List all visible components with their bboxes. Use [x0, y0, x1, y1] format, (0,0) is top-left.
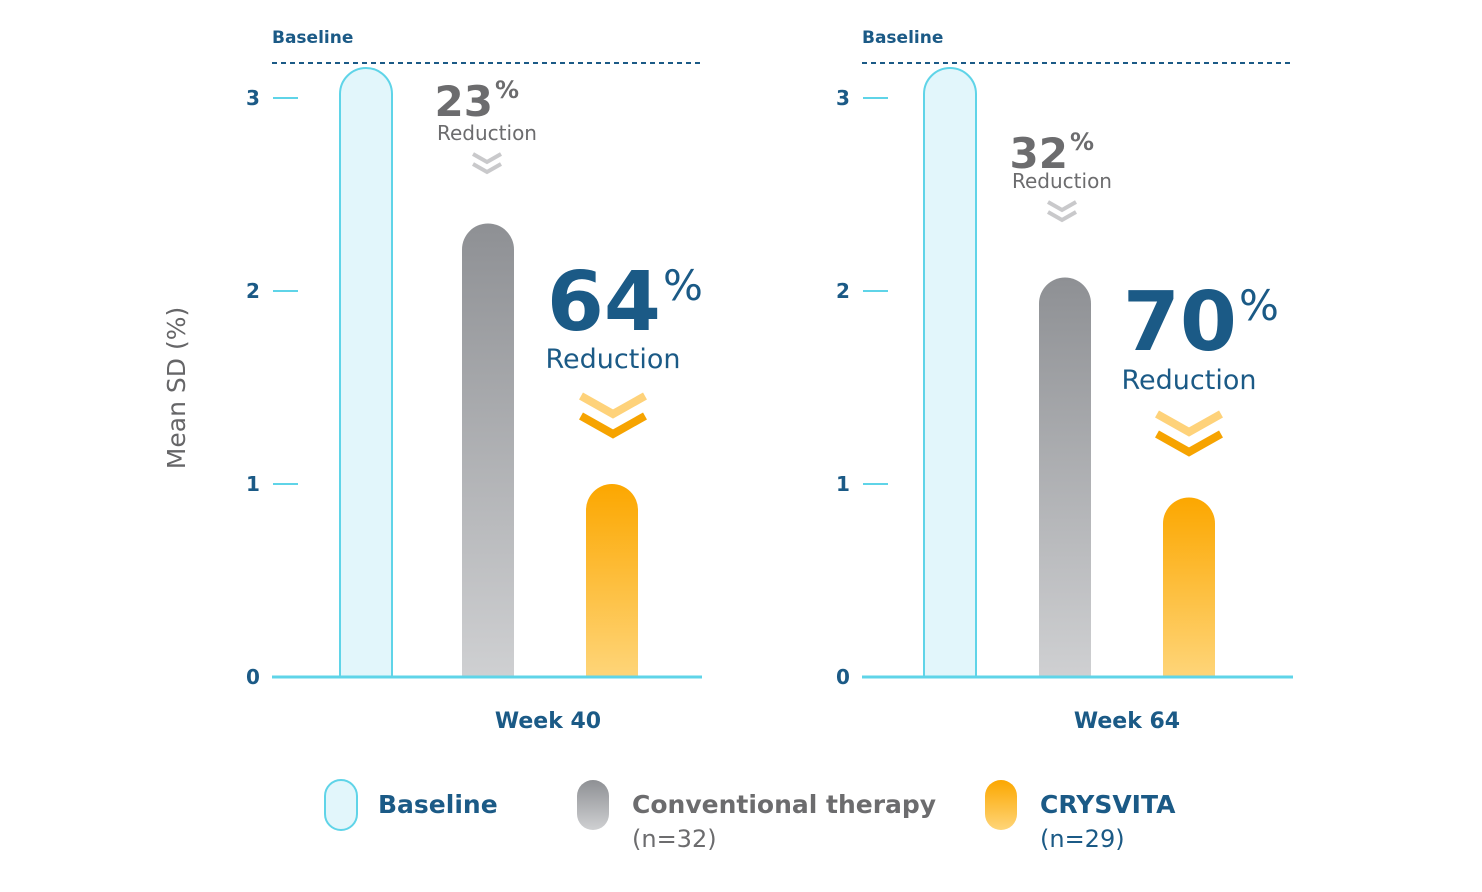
conventional-reduction-number: 32 — [1010, 129, 1068, 178]
legend-label: Baseline — [378, 790, 498, 819]
conventional-therapy-bar — [1039, 277, 1091, 677]
crysvita-reduction-label: Reduction — [546, 344, 681, 375]
chevron-down-icon — [1155, 410, 1223, 437]
conventional-reduction-label: Reduction — [1012, 169, 1112, 193]
chevron-down-icon — [472, 162, 502, 175]
chevron-down-icon — [579, 392, 647, 419]
legend-label: Conventional therapy — [632, 790, 936, 819]
conventional-reduction-label: Reduction — [437, 121, 537, 145]
crysvita-reduction-number: 70 — [1123, 275, 1237, 370]
legend-sublabel: (n=29) — [1040, 825, 1125, 853]
panel-title: Week 64 — [1074, 709, 1180, 734]
crysvita-reduction-label: Reduction — [1122, 365, 1257, 396]
crysvita-percent-sign: % — [663, 261, 703, 310]
legend: Baseline Conventional therapy (n=32) CRYSVI… — [324, 779, 1176, 853]
crysvita-bar — [586, 484, 638, 677]
y-tick-label: 3 — [836, 86, 850, 110]
chevron-down-icon — [579, 412, 647, 439]
conventional-percent-sign: % — [495, 76, 519, 104]
legend-swatch — [985, 780, 1017, 830]
baseline-reference-label: Baseline — [272, 28, 353, 48]
y-tick-label: 1 — [246, 472, 260, 496]
legend-item-crysvita: CRYSVITA (n=29) — [985, 780, 1176, 853]
crysvita-bar — [1163, 497, 1215, 677]
chevron-down-icon — [1047, 210, 1077, 223]
legend-sublabel: (n=32) — [632, 825, 717, 853]
y-tick-label: 1 — [836, 472, 850, 496]
baseline-bar — [923, 67, 977, 678]
y-tick-label: 2 — [246, 279, 260, 303]
legend-swatch — [577, 780, 609, 830]
conventional-percent-sign: % — [1070, 128, 1094, 156]
conventional-reduction-number: 23 — [435, 77, 493, 126]
legend-item-conventional: Conventional therapy (n=32) — [577, 780, 936, 853]
baseline-bar — [339, 67, 393, 678]
conventional-therapy-bar — [462, 223, 514, 677]
baseline-reference-label: Baseline — [862, 28, 943, 48]
legend-label: CRYSVITA — [1040, 790, 1176, 819]
y-tick-label: 3 — [246, 86, 260, 110]
y-tick-label: 0 — [246, 665, 260, 689]
chevron-down-icon — [472, 152, 502, 165]
y-tick-label: 0 — [836, 665, 850, 689]
legend-swatch — [324, 779, 358, 831]
panel-title: Week 40 — [495, 709, 601, 734]
crysvita-percent-sign: % — [1239, 281, 1279, 330]
chevron-down-icon — [1155, 430, 1223, 457]
y-axis-label: Mean SD (%) — [162, 307, 191, 469]
crysvita-reduction-number: 64 — [547, 255, 661, 350]
chevron-down-icon — [1047, 200, 1077, 213]
legend-item-baseline: Baseline — [324, 779, 498, 831]
y-tick-label: 2 — [836, 279, 850, 303]
